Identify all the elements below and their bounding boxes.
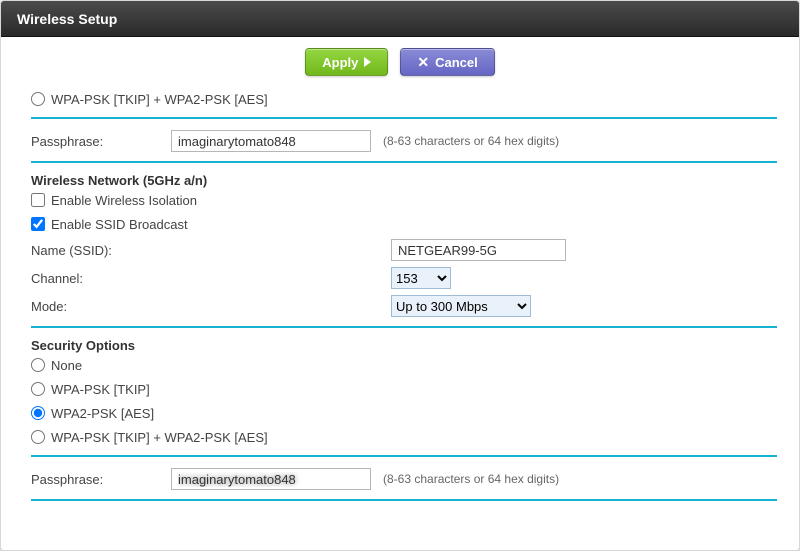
divider [31, 455, 777, 457]
security-option-wpa[interactable]: WPA-PSK [TKIP] [31, 382, 150, 397]
security-radio-wpa[interactable] [31, 382, 45, 396]
security-option-mixed[interactable]: WPA-PSK [TKIP] + WPA2-PSK [AES] [31, 430, 268, 445]
section-heading-security-5ghz: Security Options [31, 338, 777, 353]
security-option-none[interactable]: None [31, 358, 82, 373]
divider [31, 326, 777, 328]
security-label-none: None [51, 358, 82, 373]
security-label-mixed-24: WPA-PSK [TKIP] + WPA2-PSK [AES] [51, 92, 268, 107]
security-label-mixed: WPA-PSK [TKIP] + WPA2-PSK [AES] [51, 430, 268, 445]
play-icon [364, 57, 371, 67]
divider [31, 117, 777, 119]
passphrase-input-24[interactable] [171, 130, 371, 152]
apply-button[interactable]: Apply [305, 48, 388, 76]
security-label-wpa: WPA-PSK [TKIP] [51, 382, 150, 397]
divider [31, 499, 777, 501]
apply-button-label: Apply [322, 55, 358, 70]
spacer [31, 509, 777, 539]
security-radio-mixed-24[interactable] [31, 92, 45, 106]
security-radio-none[interactable] [31, 358, 45, 372]
window-titlebar: Wireless Setup [1, 1, 799, 37]
channel-label: Channel: [31, 271, 391, 286]
passphrase-label-24: Passphrase: [31, 134, 171, 149]
passphrase-input-5ghz[interactable] [171, 468, 371, 490]
mode-select[interactable]: Up to 300 Mbps [391, 295, 531, 317]
settings-scrollpane[interactable]: WPA-PSK [TKIP] + WPA2-PSK [AES] Passphra… [1, 87, 799, 550]
passphrase-hint-5ghz: (8-63 characters or 64 hex digits) [383, 472, 559, 486]
enable-ssid-broadcast-label: Enable SSID Broadcast [51, 217, 188, 232]
close-icon: ✕ [417, 54, 429, 71]
security-radio-wpa2[interactable] [31, 406, 45, 420]
action-toolbar: Apply ✕ Cancel [1, 37, 799, 87]
channel-select[interactable]: 153 [391, 267, 451, 289]
enable-isolation-input[interactable] [31, 193, 45, 207]
wireless-setup-window: Wireless Setup Apply ✕ Cancel WPA-PSK [T… [0, 0, 800, 551]
cancel-button[interactable]: ✕ Cancel [400, 48, 494, 76]
mode-label: Mode: [31, 299, 391, 314]
passphrase-hint-24: (8-63 characters or 64 hex digits) [383, 134, 559, 148]
security-option-wpa2[interactable]: WPA2-PSK [AES] [31, 406, 154, 421]
security-label-wpa2: WPA2-PSK [AES] [51, 406, 154, 421]
ssid-input[interactable] [391, 239, 566, 261]
enable-isolation-label: Enable Wireless Isolation [51, 193, 197, 208]
cancel-button-label: Cancel [435, 55, 478, 70]
enable-ssid-broadcast-input[interactable] [31, 217, 45, 231]
section-heading-5ghz: Wireless Network (5GHz a/n) [31, 173, 777, 188]
security-radio-mixed[interactable] [31, 430, 45, 444]
ssid-label: Name (SSID): [31, 243, 391, 258]
window-title: Wireless Setup [17, 11, 117, 27]
passphrase-label-5ghz: Passphrase: [31, 472, 171, 487]
divider [31, 161, 777, 163]
enable-isolation-checkbox[interactable]: Enable Wireless Isolation [31, 193, 197, 208]
security-option-mixed-24[interactable]: WPA-PSK [TKIP] + WPA2-PSK [AES] [31, 92, 268, 107]
enable-ssid-broadcast-checkbox[interactable]: Enable SSID Broadcast [31, 217, 188, 232]
